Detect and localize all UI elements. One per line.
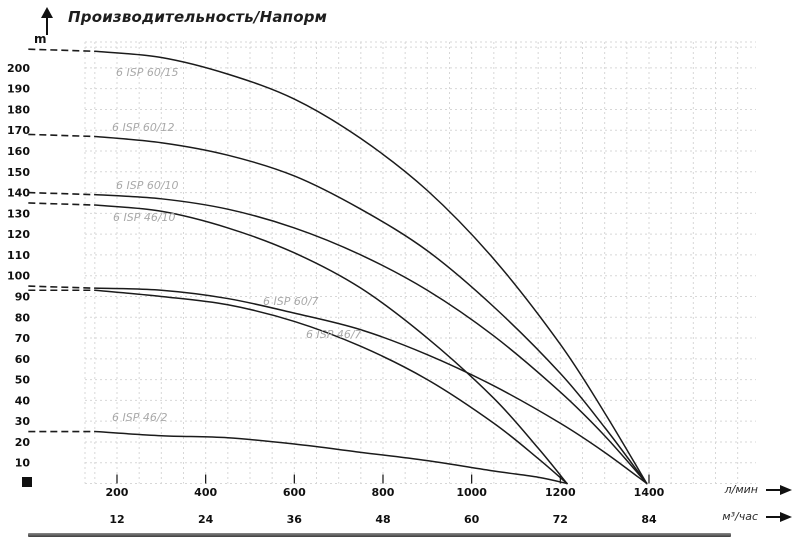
x-tick-label-m3h: 48 bbox=[375, 513, 390, 526]
y-tick-label: 100 bbox=[7, 270, 30, 283]
x-tick-label-lmin: 400 bbox=[194, 486, 217, 499]
series-label: 6 ISP 60/10 bbox=[116, 179, 179, 192]
curve-6-ISP-46-2 bbox=[94, 430, 568, 485]
y-tick-label: 50 bbox=[15, 374, 31, 387]
x-axis-unit-m3h: м³/час bbox=[690, 510, 792, 523]
x-axis-unit-m3h-label: м³/час bbox=[722, 510, 758, 523]
x-axis-unit-lmin-label: л/мин bbox=[724, 483, 758, 496]
series-label: 6 ISP 46/2 bbox=[112, 411, 168, 424]
arrow-right-icon bbox=[766, 511, 792, 522]
y-tick-label: 110 bbox=[7, 249, 30, 262]
arrow-up-icon bbox=[41, 7, 53, 35]
y-tick-label: 180 bbox=[7, 103, 30, 116]
x-axis-unit-lmin: л/мин bbox=[690, 483, 792, 496]
y-tick-label: 10 bbox=[15, 457, 31, 470]
series-label: 6 ISP 46/10 bbox=[113, 211, 176, 224]
y-axis-unit-label: m bbox=[34, 32, 47, 46]
x-tick-label-m3h: 60 bbox=[464, 513, 480, 526]
x-tick-label-m3h: 84 bbox=[641, 513, 657, 526]
curve-6-ISP-60-15 bbox=[94, 50, 648, 485]
y-tick-label: 40 bbox=[15, 394, 31, 407]
x-tick-label-m3h: 36 bbox=[287, 513, 303, 526]
curve-dashed-lead bbox=[28, 202, 95, 206]
curve-6-ISP-46-7 bbox=[94, 289, 568, 485]
y-tick-label: 140 bbox=[7, 187, 30, 200]
x-tick-label-m3h: 24 bbox=[198, 513, 214, 526]
origin-marker bbox=[22, 477, 32, 487]
series-label: 6 ISP 60/12 bbox=[112, 121, 175, 134]
curve-6-ISP-60-10 bbox=[94, 193, 648, 485]
curve-dashed-lead bbox=[28, 133, 95, 138]
curve-6-ISP-46-10 bbox=[94, 204, 568, 485]
series-label: 6 ISP 60/15 bbox=[116, 66, 179, 79]
y-tick-label: 20 bbox=[15, 436, 31, 449]
chart-title: Производительность/Напорм bbox=[68, 8, 328, 26]
curve-6-ISP-60-12 bbox=[94, 135, 648, 485]
y-tick-label: 130 bbox=[7, 207, 30, 220]
x-tick-label-lmin: 1400 bbox=[634, 486, 665, 499]
y-tick-label: 200 bbox=[7, 62, 30, 75]
curve-6-ISP-60-7 bbox=[94, 287, 648, 485]
x-tick-label-lmin: 1000 bbox=[456, 486, 487, 499]
curve-dashed-lead bbox=[28, 191, 95, 196]
y-tick-label: 70 bbox=[15, 332, 31, 345]
series-label: 6 ISP 60/7 bbox=[263, 295, 319, 308]
curve-dashed-lead bbox=[28, 285, 95, 289]
y-tick-label: 30 bbox=[15, 415, 31, 428]
x-tick-label-m3h: 12 bbox=[109, 513, 124, 526]
y-tick-label: 150 bbox=[7, 166, 30, 179]
y-tick-label: 60 bbox=[15, 353, 31, 366]
bottom-divider-bar bbox=[28, 533, 731, 537]
arrow-right-icon bbox=[766, 484, 792, 495]
x-tick-label-lmin: 800 bbox=[372, 486, 395, 499]
x-tick-label-m3h: 72 bbox=[553, 513, 568, 526]
y-tick-label: 120 bbox=[7, 228, 30, 241]
y-tick-label: 160 bbox=[7, 145, 30, 158]
x-tick-label-lmin: 600 bbox=[283, 486, 306, 499]
curve-dashed-lead bbox=[28, 48, 95, 53]
y-tick-label: 190 bbox=[7, 83, 30, 96]
y-tick-label: 170 bbox=[7, 124, 30, 137]
y-tick-label: 90 bbox=[15, 290, 31, 303]
series-label: 6 ISP 46/7 bbox=[306, 328, 362, 341]
x-tick-label-lmin: 200 bbox=[106, 486, 129, 499]
y-tick-label: 80 bbox=[15, 311, 31, 324]
x-tick-label-lmin: 1200 bbox=[545, 486, 576, 499]
chart-header: Производительность/Напорм bbox=[40, 6, 327, 36]
